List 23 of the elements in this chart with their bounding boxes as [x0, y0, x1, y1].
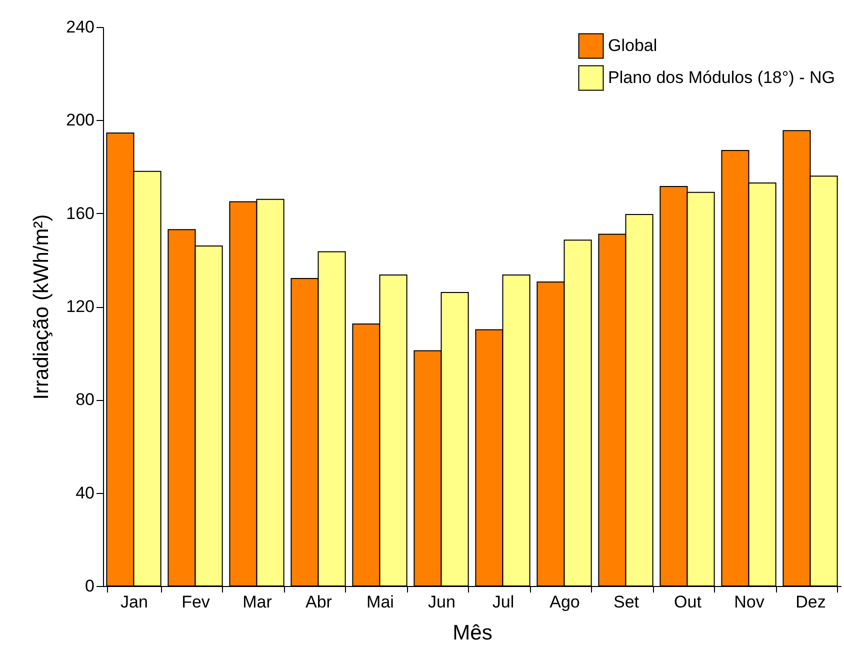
x-tick-label: Nov [734, 592, 765, 612]
y-tick-label: 200 [66, 110, 94, 130]
y-axis-title: Irradiação (kWh/m²) [30, 214, 54, 400]
x-tick-label: Fev [182, 592, 210, 612]
x-tick-label: Mar [242, 592, 272, 612]
y-tick-label: 120 [66, 297, 94, 316]
x-tick-label: Ago [550, 592, 580, 612]
x-axis-title: Mês [452, 622, 492, 644]
y-tick-label: 40 [76, 483, 94, 502]
x-tick-label: Set [613, 592, 640, 612]
y-tick-label: 0 [85, 576, 94, 596]
x-tick-label: Abr [306, 592, 332, 612]
y-tick-label: 80 [76, 390, 94, 410]
y-tick-label: 160 [66, 204, 94, 223]
x-tick-label: Jan [120, 592, 148, 612]
x-tick-label: Dez [796, 592, 826, 612]
x-tick-label: Jul [492, 592, 514, 612]
x-tick-label: Out [674, 592, 702, 612]
legend-label: Global [608, 36, 658, 55]
y-tick-label: 240 [66, 18, 94, 36]
x-tick-label: Jun [428, 592, 456, 612]
legend-label: Plano dos Módulos (18°) - NG [608, 68, 835, 87]
x-tick-label: Mai [366, 592, 394, 612]
